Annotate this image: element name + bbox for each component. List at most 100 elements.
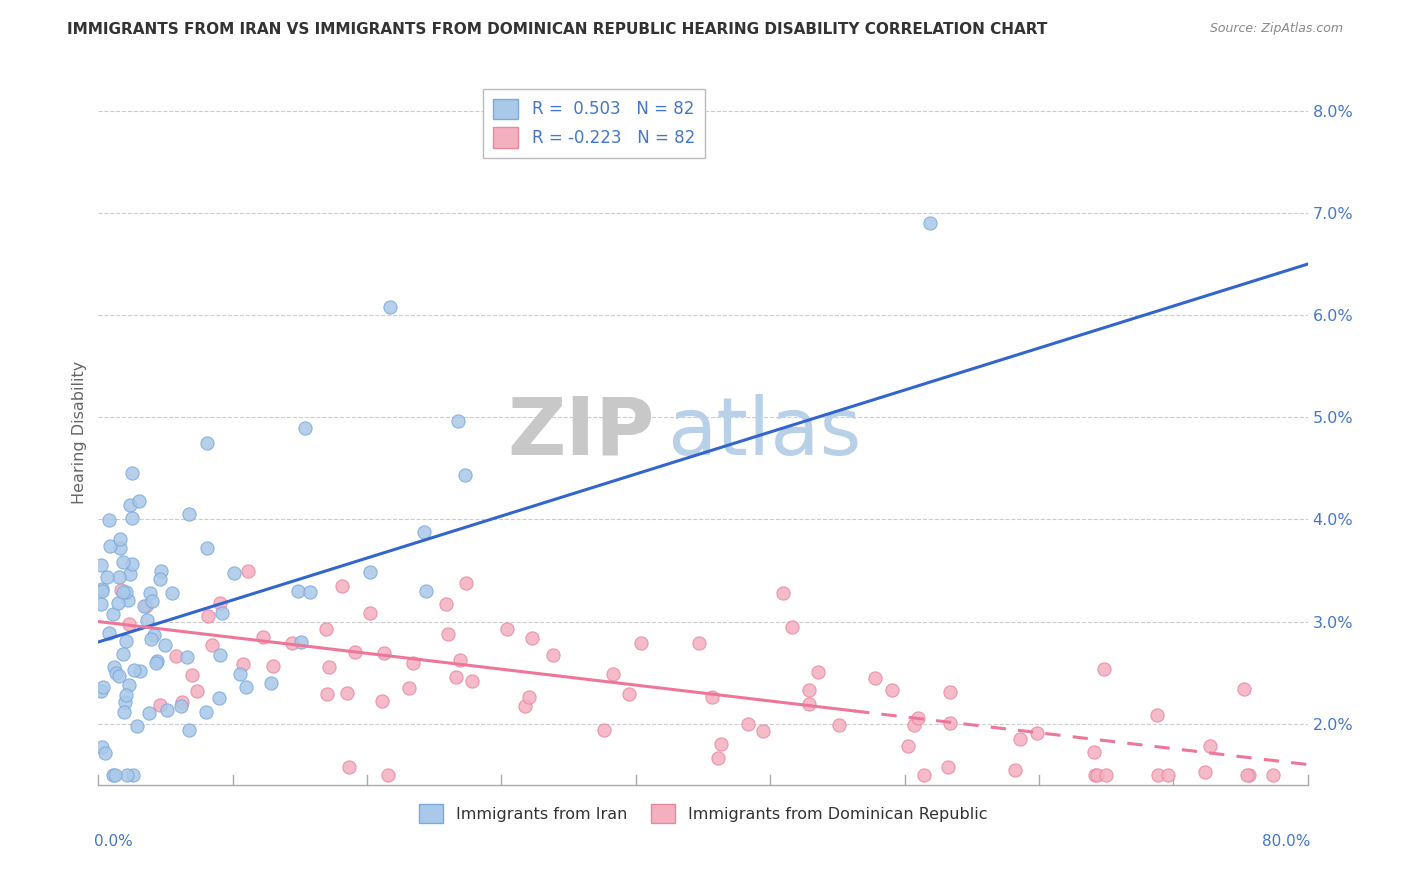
- Point: [195, 436, 218, 450]
- Point: [197, 541, 219, 556]
- Point: [108, 533, 131, 547]
- Point: [449, 652, 471, 666]
- Point: [1083, 744, 1105, 758]
- Point: [235, 680, 257, 694]
- Point: [135, 599, 157, 613]
- Point: [149, 698, 172, 713]
- Point: [1004, 763, 1026, 777]
- Point: [114, 634, 136, 648]
- Point: [101, 607, 124, 621]
- Point: [918, 216, 941, 230]
- Point: [201, 638, 224, 652]
- Point: [807, 665, 830, 680]
- Point: [517, 690, 540, 704]
- Point: [446, 670, 468, 684]
- Point: [772, 586, 794, 600]
- Point: [377, 768, 399, 782]
- Point: [208, 596, 231, 610]
- Point: [1147, 768, 1170, 782]
- Point: [165, 649, 187, 664]
- Point: [162, 585, 184, 599]
- Text: ZIP: ZIP: [508, 393, 655, 472]
- Point: [453, 468, 475, 483]
- Point: [863, 671, 886, 685]
- Point: [1085, 768, 1108, 782]
- Point: [141, 594, 163, 608]
- Point: [513, 698, 536, 713]
- Point: [398, 681, 420, 695]
- Text: atlas: atlas: [666, 393, 860, 472]
- Point: [343, 646, 366, 660]
- Point: [1025, 726, 1047, 740]
- Point: [827, 718, 849, 732]
- Text: 80.0%: 80.0%: [1263, 834, 1310, 848]
- Point: [208, 648, 231, 662]
- Point: [315, 688, 337, 702]
- Point: [107, 596, 129, 610]
- Point: [1194, 765, 1216, 780]
- Point: [436, 627, 458, 641]
- Point: [456, 575, 478, 590]
- Point: [336, 685, 359, 699]
- Point: [90, 558, 112, 573]
- Point: [104, 666, 127, 681]
- Point: [281, 635, 304, 649]
- Point: [117, 592, 139, 607]
- Point: [156, 703, 179, 717]
- Point: [799, 697, 821, 711]
- Point: [108, 541, 131, 556]
- Text: IMMIGRANTS FROM IRAN VS IMMIGRANTS FROM DOMINICAN REPUBLIC HEARING DISABILITY CO: IMMIGRANTS FROM IRAN VS IMMIGRANTS FROM …: [67, 22, 1047, 37]
- Point: [619, 687, 641, 701]
- Point: [232, 657, 254, 671]
- Point: [211, 606, 233, 620]
- Point: [104, 768, 127, 782]
- Point: [179, 507, 201, 521]
- Point: [330, 579, 353, 593]
- Point: [495, 622, 517, 636]
- Point: [138, 706, 160, 720]
- Point: [224, 566, 246, 580]
- Point: [118, 617, 141, 632]
- Point: [294, 421, 316, 435]
- Point: [797, 682, 820, 697]
- Point: [252, 630, 274, 644]
- Point: [1092, 663, 1115, 677]
- Point: [630, 636, 652, 650]
- Point: [143, 628, 166, 642]
- Point: [96, 569, 118, 583]
- Point: [897, 739, 920, 754]
- Point: [710, 737, 733, 751]
- Point: [170, 699, 193, 714]
- Point: [318, 660, 340, 674]
- Text: 0.0%: 0.0%: [94, 834, 134, 848]
- Point: [101, 768, 124, 782]
- Y-axis label: Hearing Disability: Hearing Disability: [72, 361, 87, 504]
- Point: [91, 739, 114, 754]
- Point: [1237, 768, 1260, 782]
- Point: [98, 514, 121, 528]
- Point: [128, 494, 150, 508]
- Point: [912, 768, 935, 782]
- Point: [1095, 768, 1118, 782]
- Point: [118, 498, 141, 512]
- Point: [412, 524, 434, 539]
- Point: [371, 694, 394, 708]
- Text: Source: ZipAtlas.com: Source: ZipAtlas.com: [1209, 22, 1343, 36]
- Point: [111, 647, 134, 661]
- Point: [1263, 768, 1285, 782]
- Point: [1157, 768, 1180, 782]
- Point: [360, 565, 382, 579]
- Point: [602, 667, 624, 681]
- Point: [129, 664, 152, 678]
- Point: [707, 751, 730, 765]
- Point: [415, 584, 437, 599]
- Point: [121, 466, 143, 480]
- Point: [290, 634, 312, 648]
- Point: [903, 718, 925, 732]
- Point: [936, 760, 959, 774]
- Point: [90, 597, 112, 611]
- Point: [287, 583, 309, 598]
- Point: [752, 723, 775, 738]
- Point: [688, 635, 710, 649]
- Point: [262, 659, 284, 673]
